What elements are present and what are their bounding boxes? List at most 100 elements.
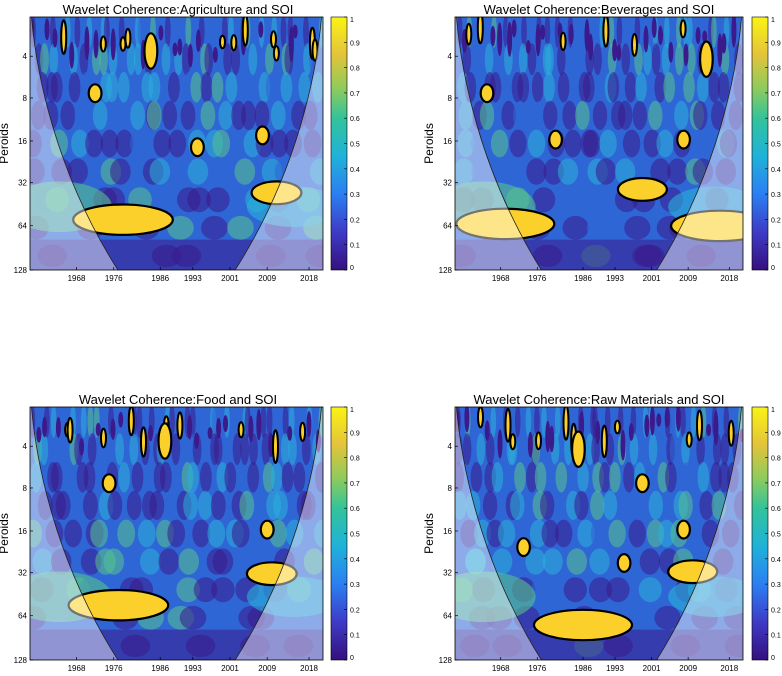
colorbar-tick-label: 0.4 <box>771 167 781 174</box>
colorbar-tick-label: 1 <box>350 407 354 414</box>
y-tick-label: 8 <box>23 94 28 103</box>
colorbar-tick-label: 0.4 <box>771 557 781 564</box>
x-tick-label: 2018 <box>720 274 738 283</box>
y-tick-label: 16 <box>18 137 27 146</box>
y-tick-label: 32 <box>18 569 27 578</box>
significant-region <box>616 176 669 202</box>
cone-of-influence-shade <box>455 407 743 660</box>
colorbar-tick-label: 0.8 <box>771 456 781 463</box>
colorbar-tick-label: 1 <box>771 407 775 414</box>
significant-region <box>571 430 586 469</box>
colorbar-tick-label: 0.9 <box>350 430 360 437</box>
coherence-panel-1: Wavelet Coherence:Agriculture and SOI Per… <box>0 2 360 283</box>
colorbar-tick-label: 0.5 <box>771 532 781 539</box>
x-tick-label: 1968 <box>68 664 86 673</box>
y-tick-label: 64 <box>18 612 27 621</box>
significant-region <box>157 422 173 460</box>
plot-frame <box>29 406 324 661</box>
x-tick-label: 2009 <box>679 274 697 283</box>
colorbar-tick-label: 0.3 <box>771 582 781 589</box>
significant-region <box>616 552 632 573</box>
colorbar-tick-label: 0.9 <box>771 430 781 437</box>
x-tick-label: 1986 <box>151 664 169 673</box>
colorbar-tick-label: 0.5 <box>771 142 781 149</box>
y-tick-label: 64 <box>443 222 452 231</box>
y-tick-label: 4 <box>23 52 28 61</box>
significant-region <box>189 137 205 158</box>
significant-region <box>676 519 691 540</box>
colorbar-tick-label: 0.6 <box>771 116 781 123</box>
x-tick-label: 1968 <box>492 274 510 283</box>
significant-region <box>676 129 691 150</box>
colorbar-tick-label: 0.6 <box>771 506 781 513</box>
colorbar-tick-label: 1 <box>771 17 775 24</box>
x-tick-label: 1976 <box>105 664 123 673</box>
plot-frame <box>29 16 324 271</box>
significant-region <box>548 129 563 150</box>
colorbar-tick-label: 0.7 <box>350 481 360 488</box>
x-tick-label: 1993 <box>606 274 624 283</box>
significant-region <box>479 83 495 104</box>
x-tick-label: 1976 <box>528 274 546 283</box>
colorbar-tick-label: 0.1 <box>771 633 781 640</box>
y-tick-label: 128 <box>439 656 453 665</box>
colorbar-tick-label: 0.2 <box>771 607 781 614</box>
plot-frame <box>454 406 744 661</box>
significant-region <box>255 125 271 146</box>
significant-region <box>245 561 298 587</box>
colorbar-tick-label: 0.2 <box>771 217 781 224</box>
heatmap-field <box>30 17 323 270</box>
cone-of-influence-shade <box>30 407 323 660</box>
chart-title: Wavelet Coherence:Raw Materials and SOI <box>474 392 725 407</box>
y-tick-label: 32 <box>443 179 452 188</box>
y-tick-label: 8 <box>23 484 28 493</box>
y-axis-label: Peroids <box>0 513 11 554</box>
y-tick-label: 4 <box>448 442 453 451</box>
y-tick-label: 128 <box>14 656 28 665</box>
colorbar-tick-label: 0.4 <box>350 167 360 174</box>
colorbar-tick-label: 0.9 <box>350 40 360 47</box>
colorbar-tick-label: 0.7 <box>771 91 781 98</box>
significant-region <box>67 588 170 622</box>
cone-of-influence-line <box>31 17 322 270</box>
x-tick-label: 1986 <box>574 664 592 673</box>
colorbar-tick-label: 0.3 <box>350 192 360 199</box>
colorbar-tick-label: 0.3 <box>350 582 360 589</box>
colorbar-tick-label: 0 <box>350 655 354 662</box>
colorbar-tick-label: 0 <box>771 265 775 272</box>
significant-region <box>259 519 275 540</box>
y-tick-label: 4 <box>23 442 28 451</box>
colorbar-tick-label: 1 <box>350 17 354 24</box>
chart-title: Wavelet Coherence:Food and SOI <box>79 392 277 407</box>
x-tick-label: 1986 <box>574 274 592 283</box>
colorbar-tick-label: 0.5 <box>350 142 360 149</box>
x-tick-label: 1993 <box>184 274 202 283</box>
x-tick-label: 2009 <box>258 274 276 283</box>
cone-of-influence-line <box>31 407 322 660</box>
x-tick-label: 1993 <box>606 664 624 673</box>
x-tick-label: 1976 <box>105 274 123 283</box>
y-tick-label: 64 <box>443 612 452 621</box>
x-tick-label: 2001 <box>221 664 239 673</box>
plot-frame <box>454 16 744 271</box>
x-tick-label: 2018 <box>300 664 318 673</box>
y-axis-label: Peroids <box>0 123 11 164</box>
colorbar-tick-label: 0.1 <box>350 633 360 640</box>
colorbar-tick-label: 0.2 <box>350 607 360 614</box>
chart-title: Wavelet Coherence:Beverages and SOI <box>484 2 715 17</box>
significant-region <box>532 608 634 642</box>
significant-region <box>143 32 159 70</box>
significant-region <box>87 83 103 104</box>
significant-region <box>635 473 650 494</box>
colorbar-tick-label: 0 <box>350 265 354 272</box>
significant-region <box>101 473 117 494</box>
cone-of-influence-shade <box>455 17 743 270</box>
y-tick-label: 128 <box>14 266 28 275</box>
colorbar-tick-label: 0.6 <box>350 116 360 123</box>
colorbar-tick-label: 0.1 <box>350 243 360 250</box>
x-tick-label: 1968 <box>68 274 86 283</box>
x-tick-label: 2009 <box>679 664 697 673</box>
colorbar-tick-label: 0.1 <box>771 243 781 250</box>
y-tick-label: 8 <box>448 484 453 493</box>
y-tick-label: 4 <box>448 52 453 61</box>
